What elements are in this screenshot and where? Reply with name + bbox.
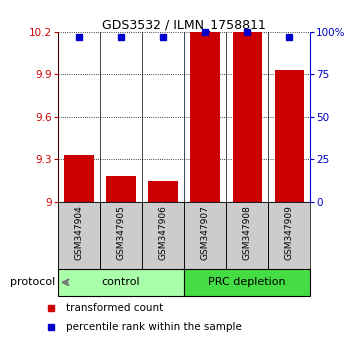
- Text: PRC depletion: PRC depletion: [208, 277, 286, 287]
- Title: GDS3532 / ILMN_1758811: GDS3532 / ILMN_1758811: [102, 18, 266, 31]
- Bar: [100, 202, 142, 269]
- Bar: [58, 269, 184, 296]
- Bar: [148, 181, 178, 202]
- Text: GSM347905: GSM347905: [117, 205, 125, 260]
- Bar: [184, 202, 226, 269]
- Text: GSM347909: GSM347909: [285, 205, 294, 260]
- Text: GSM347906: GSM347906: [158, 205, 168, 260]
- Bar: [268, 202, 310, 269]
- Text: GSM347908: GSM347908: [243, 205, 252, 260]
- Bar: [226, 202, 268, 269]
- Text: control: control: [102, 277, 140, 287]
- Bar: [58, 202, 100, 269]
- Bar: [106, 176, 136, 202]
- Text: transformed count: transformed count: [66, 303, 163, 313]
- Text: percentile rank within the sample: percentile rank within the sample: [66, 322, 242, 332]
- Text: GSM347907: GSM347907: [201, 205, 210, 260]
- Bar: [142, 202, 184, 269]
- Text: GSM347904: GSM347904: [74, 205, 83, 260]
- Bar: [64, 155, 93, 202]
- Bar: [190, 32, 220, 202]
- Bar: [232, 32, 262, 202]
- Bar: [184, 269, 310, 296]
- Bar: [275, 70, 304, 202]
- Text: protocol: protocol: [10, 277, 56, 287]
